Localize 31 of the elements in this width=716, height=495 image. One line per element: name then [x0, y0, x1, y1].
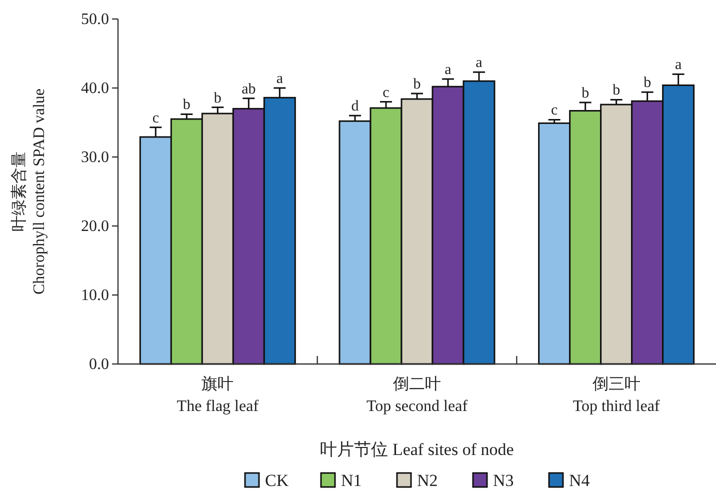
data-label: a	[476, 55, 483, 72]
data-label: c	[550, 102, 558, 119]
data-label: a	[674, 57, 682, 74]
y-tick-label: 40.0	[81, 80, 109, 97]
y-tick-label: 20.0	[81, 218, 109, 235]
data-label: c	[382, 84, 390, 101]
y-tick-label: 0.0	[89, 356, 109, 373]
y-tick-label: 10.0	[81, 287, 109, 304]
y-tick-label: 30.0	[81, 149, 109, 166]
data-label: b	[644, 75, 652, 92]
y-axis-title: 叶绿素含量 Chorophyll content SPAD value	[10, 88, 48, 295]
y-tick-label: 50.0	[81, 11, 109, 28]
x-axis-title: 叶片节位 Leaf sites of node	[320, 440, 514, 459]
data-label: d	[351, 98, 360, 115]
legend-label: N2	[417, 471, 438, 490]
data-label: ab	[242, 81, 256, 98]
data-label: c	[152, 110, 160, 126]
data-label: a	[276, 71, 284, 87]
data-label: b	[182, 97, 190, 114]
data-label: b	[413, 76, 421, 93]
data-label: b	[582, 85, 590, 102]
data-label: b	[214, 90, 222, 106]
x-tick-label: 倒二叶 Top second leaf	[366, 375, 468, 415]
data-label: b	[612, 82, 620, 99]
legend-label: N1	[341, 471, 362, 490]
legend-label: N4	[569, 471, 590, 490]
x-tick-label: 倒三叶 Top third leaf	[572, 375, 660, 415]
legend-label: CK	[265, 471, 290, 490]
x-tick-label: 旗叶 The flag leaf	[176, 375, 260, 415]
data-label: a	[444, 62, 452, 78]
legend-label: N3	[493, 471, 514, 490]
